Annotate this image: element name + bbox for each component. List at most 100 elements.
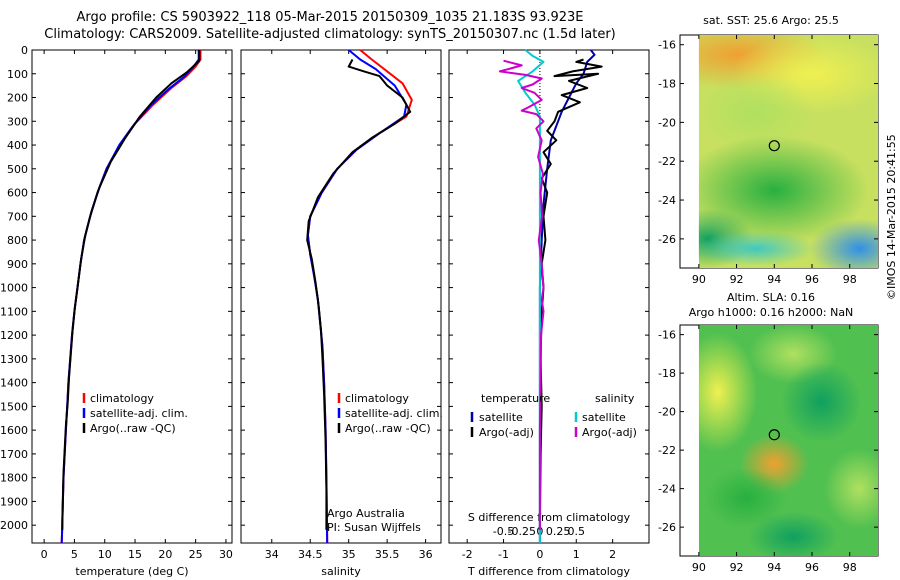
x-tick-label: -2 [462,548,473,561]
x-tick-label: 0 [41,548,48,561]
series-line-argo-raw-qc- [306,59,412,530]
legend-label: climatology [90,392,154,405]
sla-map-subtitle: Argo h1000: 0.16 h2000: NaN [689,306,854,319]
y-tick-label: -22 [658,155,676,168]
y-tick-label: 1500 [0,400,28,413]
y-tick-label: 1200 [0,329,28,342]
legend-label: satellite-adj. clim. [345,407,443,420]
secondary-axis-label: S difference from climatology [468,511,631,524]
y-tick-label: 1600 [0,424,28,437]
x-tick-label: 92 [730,561,744,574]
x-tick-label: 90 [692,561,706,574]
sla_map-field-patch [706,468,786,529]
x-tick-label: 35.5 [375,548,400,561]
series-line-salinity-satellite [517,49,545,543]
x-tick-label: 25 [189,548,203,561]
sla_map-field [698,325,878,556]
sla-map-title: Altim. SLA: 0.16 [727,291,815,304]
y-tick-label: 100 [7,68,28,81]
legend-label: Argo(..raw -QC) [90,422,176,435]
y-tick-label: 1300 [0,353,28,366]
salinity-plot-frame [240,49,442,544]
sst_map-field [698,35,878,268]
x-tick-label: 2 [609,548,616,561]
legend-title: salinity [595,392,635,405]
y-tick-label: -26 [658,233,676,246]
argo-position-marker [768,140,780,152]
secondary-tick-label: 0.25 [546,525,571,538]
y-tick-label: -22 [658,444,676,457]
sst_map-field-patch [698,72,816,153]
y-tick-label: 200 [7,92,28,105]
series-line-argo-raw-qc- [61,50,201,530]
y-tick-label: 600 [7,187,28,200]
difference-plot-frame [448,49,650,544]
y-tick-label: 800 [7,234,28,247]
y-tick-label: -26 [658,521,676,534]
y-tick-label: 300 [7,115,28,128]
sla_map-field-patch [698,332,758,453]
figure-title: Argo profile: CS 5903922_118 05-Mar-2015… [76,10,584,25]
legend-label: Argo(-adj) [479,426,534,439]
x-tick-label: 15 [128,548,142,561]
sst-map-title: sat. SST: 25.6 Argo: 25.5 [703,14,839,27]
x-tick-label: 30 [219,548,233,561]
figure-subtitle: Climatology: CARS2009. Satellite-adjuste… [44,27,616,42]
y-tick-label: 1700 [0,448,28,461]
sst_map-panel: 90 92 94 96 98 -16 -18 -20 -22 -24 -26 [658,34,879,286]
secondary-tick-label: -0.5 [493,525,514,538]
legend-label: satellite-adj. clim. [90,407,188,420]
y-tick-label: -16 [658,39,676,52]
legend-label: Argo(..raw -QC) [345,422,431,435]
x-tick-label: -1 [498,548,509,561]
y-tick-label: -18 [658,367,676,380]
y-tick-label: 500 [7,163,28,176]
y-tick-label: 1800 [0,472,28,485]
y-tick-label: 2000 [0,519,28,532]
x-tick-label: 96 [805,561,819,574]
series-line-salinity-argo-adj- [498,59,545,530]
secondary-tick-label: 0.5 [568,525,586,538]
y-tick-label: 900 [7,258,28,271]
sla_map-field-patch [748,511,839,556]
y-tick-label: -16 [658,329,676,342]
y-tick-label: -20 [658,406,676,419]
legend-label: satellite [479,411,523,424]
sla_map-field-patch [824,448,878,529]
x-tick-label: 0 [536,548,543,561]
secondary-tick-label: -0.25 [507,525,535,538]
legend-label: climatology [345,392,409,405]
x-tick-label: 94 [767,273,781,286]
legend-label: Argo(-adj) [582,426,637,439]
y-tick-label: -20 [658,116,676,129]
x-tick-label: 20 [158,548,172,561]
sla_map-field-patch [781,362,862,442]
sst_map-field-patch [698,135,870,246]
x-tick-label: 96 [805,273,819,286]
x-tick-label: 34.5 [298,548,323,561]
temperature-plot-frame [31,49,233,544]
y-tick-label: 1000 [0,282,28,295]
y-tick-label: 400 [7,139,28,152]
argo-position-marker [768,429,780,441]
x-tick-label: 35 [342,548,356,561]
x-tick-label: 98 [843,561,857,574]
sla_map-panel: 90 92 94 96 98 -16 -18 -20 -22 -24 -26 [658,324,879,574]
x-tick-label: 5 [71,548,78,561]
y-tick-label: 700 [7,210,28,223]
x-tick-label: 94 [767,561,781,574]
sst_map-field-patch [698,230,816,267]
legend-title: temperature [481,392,550,405]
y-tick-label: -24 [658,194,676,207]
y-tick-label: -18 [658,78,676,91]
x-tick-label: 98 [843,273,857,286]
y-tick-label: 1400 [0,377,28,390]
y-tick-label: 0 [21,44,28,57]
x-axis-label: salinity [321,565,361,578]
x-axis-label: temperature (deg C) [75,565,188,578]
x-tick-label: 90 [692,273,706,286]
x-tick-label: 92 [730,273,744,286]
y-tick-label: 1100 [0,305,28,318]
annotation-label: PI: Susan Wijffels [327,521,421,534]
